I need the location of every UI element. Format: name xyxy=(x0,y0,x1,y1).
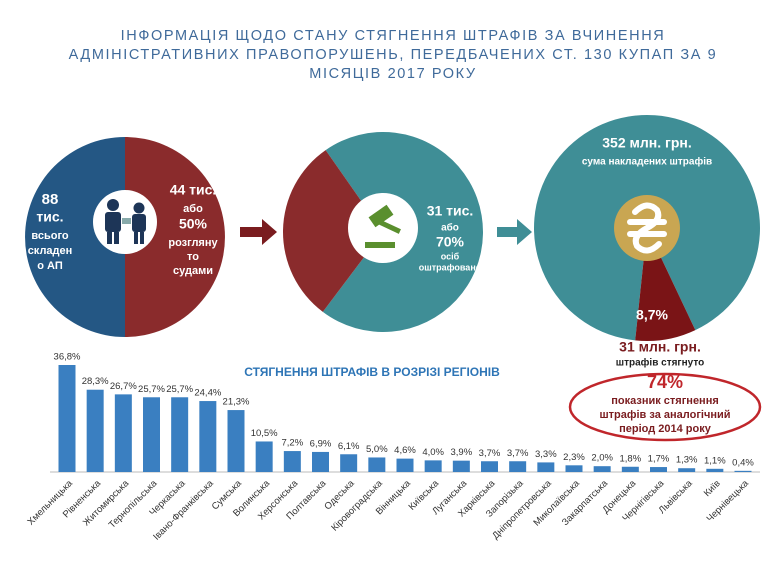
value-label: 3,9% xyxy=(451,447,473,458)
pie-annotation: всього xyxy=(31,230,69,242)
pie-annotation: 88 xyxy=(42,191,59,208)
value-label: 3,7% xyxy=(479,448,501,459)
bar xyxy=(312,451,329,472)
value-label: 2,3% xyxy=(563,452,585,463)
pie-annotation: то xyxy=(187,251,199,263)
value-label: 6,9% xyxy=(310,438,332,449)
pie-annotation: 8,7% xyxy=(636,307,668,323)
value-label: 5,0% xyxy=(366,444,388,455)
value-label: 7,2% xyxy=(282,438,304,449)
value-label: 1,1% xyxy=(704,455,726,466)
pie-annotation: тис. xyxy=(36,209,63,225)
value-label: 1,3% xyxy=(676,455,698,466)
value-label: 36,8% xyxy=(54,352,81,363)
bar xyxy=(143,397,160,472)
bar xyxy=(678,468,696,472)
icons xyxy=(93,190,680,263)
value-label: 1,8% xyxy=(620,453,642,464)
pie-annotation: 50% xyxy=(179,216,208,232)
bar xyxy=(424,460,442,472)
value-label: 0,4% xyxy=(732,457,754,468)
value-label: 24,4% xyxy=(194,388,221,399)
arrow xyxy=(240,219,277,245)
value-label: 4,6% xyxy=(394,445,416,456)
pie-slice xyxy=(283,150,383,312)
title-line: МІСЯЦІВ 2017 РОКУ xyxy=(309,66,476,82)
highlight-text: штрафів за аналогічний xyxy=(599,409,730,421)
bar xyxy=(340,454,358,472)
bar xyxy=(565,465,583,472)
pie-annotation: о АП xyxy=(37,260,63,272)
bar xyxy=(227,410,245,472)
pie-annotation: 31 млн. грн. xyxy=(619,339,701,355)
chart-title: СТЯГНЕННЯ ШТРАФІВ В РОЗРІЗІ РЕГІОНІВ xyxy=(244,365,500,379)
pie-annotation: 352 млн. грн. xyxy=(602,135,691,151)
highlight-ellipse xyxy=(568,372,762,442)
pie-annotation: складен xyxy=(28,245,73,257)
bar xyxy=(58,365,76,472)
pie-annotation: оштрафовано xyxy=(419,262,482,272)
value-label: 3,7% xyxy=(507,448,529,459)
highlight-text: період 2014 року xyxy=(619,423,712,435)
bar xyxy=(283,451,301,472)
pie-annotation: або xyxy=(441,222,459,234)
pie-slice xyxy=(25,137,125,337)
bar xyxy=(199,401,217,472)
bar xyxy=(86,389,104,472)
bar xyxy=(509,461,527,472)
highlight-text: показник стягнення xyxy=(611,395,719,407)
value-label: 6,1% xyxy=(338,441,360,452)
pie-annotation: 70% xyxy=(436,234,465,250)
title: ІНФОРМАЦІЯ ЩОДО СТАНУ СТЯГНЕННЯ ШТРАФІВ … xyxy=(69,28,718,82)
pie-slice xyxy=(125,137,225,337)
bar xyxy=(481,461,498,472)
hryvnia-icon xyxy=(627,202,667,254)
pie-annotation: або xyxy=(183,203,203,215)
title-line: ІНФОРМАЦІЯ ЩОДО СТАНУ СТЯГНЕННЯ ШТРАФІВ … xyxy=(121,28,666,44)
pie-annotation: сума накладених штрафів xyxy=(582,156,712,168)
bar xyxy=(537,462,555,472)
bar xyxy=(452,460,470,472)
highlight-value: 74% xyxy=(647,372,683,392)
bar xyxy=(593,466,611,472)
bar xyxy=(368,457,386,472)
bar xyxy=(650,467,667,472)
value-label: 25,7% xyxy=(166,384,193,395)
value-label: 21,3% xyxy=(223,397,250,408)
bar xyxy=(621,466,639,472)
bar xyxy=(255,441,273,472)
title-line: АДМІНІСТРАТИВНИХ ПРАВОПОРУШЕНЬ, ПЕРЕДБАЧ… xyxy=(69,47,718,63)
bar xyxy=(706,468,724,472)
pie-annotation: розгляну xyxy=(168,237,218,249)
value-label: 4,0% xyxy=(422,447,444,458)
bar xyxy=(734,470,752,472)
value-label: 2,0% xyxy=(591,453,613,464)
value-label: 3,3% xyxy=(535,449,557,460)
value-label: 1,7% xyxy=(648,454,670,465)
pie-annotation: штрафів стягнуто xyxy=(616,357,704,369)
icon-bg xyxy=(348,193,418,263)
value-label: 25,7% xyxy=(138,384,165,395)
value-label: 10,5% xyxy=(251,428,278,439)
value-label: 26,7% xyxy=(110,381,137,392)
bar xyxy=(396,458,414,472)
pie-annotation: судами xyxy=(173,265,213,277)
value-label: 28,3% xyxy=(82,376,109,387)
bar xyxy=(114,394,132,472)
bar xyxy=(171,397,189,472)
pie-annotation: 44 тис. xyxy=(170,182,217,198)
pie-annotation: 31 тис. xyxy=(427,203,474,219)
police-icon xyxy=(105,199,146,244)
gavel-icon xyxy=(365,204,401,248)
arrow xyxy=(497,219,532,245)
pie-annotation: осіб xyxy=(441,251,460,261)
